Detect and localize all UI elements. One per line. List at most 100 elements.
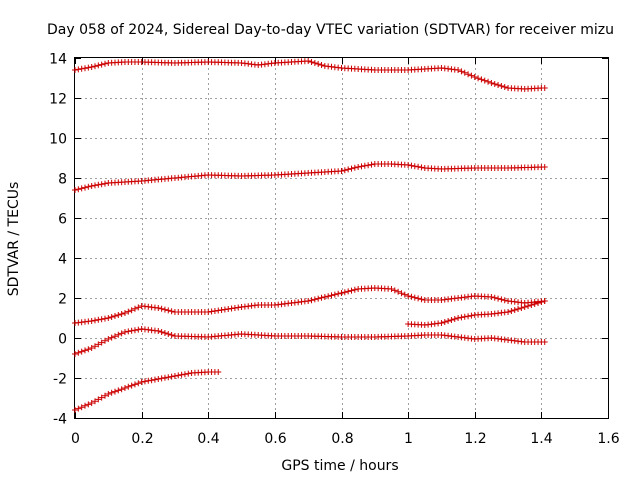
data-point xyxy=(315,61,322,67)
data-point xyxy=(328,292,335,299)
data-point xyxy=(508,308,515,314)
data-point xyxy=(95,396,102,403)
data-point xyxy=(348,165,355,172)
data-point xyxy=(91,398,98,405)
data-point xyxy=(158,305,165,312)
data-point xyxy=(531,301,538,307)
data-point xyxy=(75,186,82,193)
series-arc-1 xyxy=(72,58,548,92)
data-point xyxy=(125,328,132,335)
data-point xyxy=(155,328,162,334)
data-point xyxy=(535,300,542,306)
y-tick-label: 6 xyxy=(58,212,67,228)
data-point xyxy=(538,299,545,305)
data-point xyxy=(125,308,132,315)
data-point xyxy=(81,347,88,354)
data-point xyxy=(91,343,98,350)
data-point xyxy=(98,339,105,346)
y-tick-label: 2 xyxy=(58,292,67,308)
data-point xyxy=(91,182,98,189)
data-point xyxy=(515,306,522,312)
y-tick-label: -2 xyxy=(53,372,67,388)
series-arc-5 xyxy=(405,298,548,328)
data-point xyxy=(398,290,405,297)
data-point xyxy=(325,293,332,300)
data-point xyxy=(495,82,502,88)
grid-lines xyxy=(75,58,608,418)
data-point xyxy=(408,293,415,300)
data-point xyxy=(465,313,472,320)
data-point xyxy=(318,62,325,68)
data-point xyxy=(541,339,548,345)
data-point xyxy=(78,185,85,192)
data-point xyxy=(85,346,92,353)
tick-labels: 0 0.2 0.4 0.6 0.8 1 1.2 1.4 1.6 -4 -2 0 2 4 6 8 10 12 14 xyxy=(49,52,620,448)
x-tick-label: 1 xyxy=(404,431,413,447)
data-point xyxy=(338,168,345,174)
data-point xyxy=(85,401,92,408)
data-point xyxy=(101,180,108,187)
data-point xyxy=(165,307,172,314)
chart-title: Day 058 of 2024, Sidereal Day-to-day VTE… xyxy=(47,22,614,38)
data-point xyxy=(75,349,82,356)
plot-frame xyxy=(74,57,609,419)
data-point xyxy=(171,373,178,379)
x-tick-label: 1.6 xyxy=(597,431,619,447)
data-point xyxy=(338,290,345,296)
data-point xyxy=(111,333,118,340)
data-point xyxy=(111,313,118,319)
data-point xyxy=(468,312,475,319)
data-point xyxy=(98,394,105,401)
data-point xyxy=(465,71,472,78)
data-point xyxy=(391,287,398,294)
data-series xyxy=(72,58,548,413)
data-point xyxy=(311,296,318,303)
data-point xyxy=(335,290,342,297)
data-point xyxy=(128,382,135,389)
data-point xyxy=(72,187,78,193)
data-point xyxy=(115,331,122,338)
data-point xyxy=(418,296,425,303)
data-point xyxy=(118,311,125,317)
y-tick-label: 14 xyxy=(49,52,67,68)
data-point xyxy=(155,376,162,382)
data-point xyxy=(165,374,172,381)
x-tick-label: 1.2 xyxy=(464,431,486,447)
x-tick-label: 0.8 xyxy=(331,431,353,447)
data-point xyxy=(95,62,102,69)
data-point xyxy=(511,307,518,313)
data-point xyxy=(351,286,358,293)
data-point xyxy=(488,80,495,86)
data-point xyxy=(501,84,508,90)
data-point xyxy=(105,315,112,321)
data-point xyxy=(401,291,408,298)
data-point xyxy=(101,315,108,322)
data-point xyxy=(318,294,325,301)
y-tick-label: -4 xyxy=(53,412,67,428)
data-point xyxy=(135,304,142,311)
data-point xyxy=(408,162,415,169)
data-point xyxy=(88,64,95,70)
data-point xyxy=(118,330,125,337)
data-point xyxy=(155,305,162,311)
data-point xyxy=(128,327,135,334)
x-tick-label: 0.6 xyxy=(264,431,286,447)
y-axis-label: SDTVAR / TECUs xyxy=(6,182,22,297)
data-point xyxy=(88,318,95,324)
data-point xyxy=(158,329,165,335)
data-point xyxy=(178,371,185,378)
data-point xyxy=(105,336,112,342)
data-point xyxy=(461,313,468,320)
data-point xyxy=(111,388,118,395)
data-point xyxy=(72,351,78,357)
data-point xyxy=(91,317,98,324)
y-tick-label: 0 xyxy=(58,332,67,348)
data-point xyxy=(455,315,462,321)
series-arc-6 xyxy=(72,369,222,413)
data-point xyxy=(491,294,498,301)
data-point xyxy=(72,67,78,73)
data-point xyxy=(528,302,535,308)
data-point xyxy=(88,400,95,406)
data-point xyxy=(521,304,528,310)
